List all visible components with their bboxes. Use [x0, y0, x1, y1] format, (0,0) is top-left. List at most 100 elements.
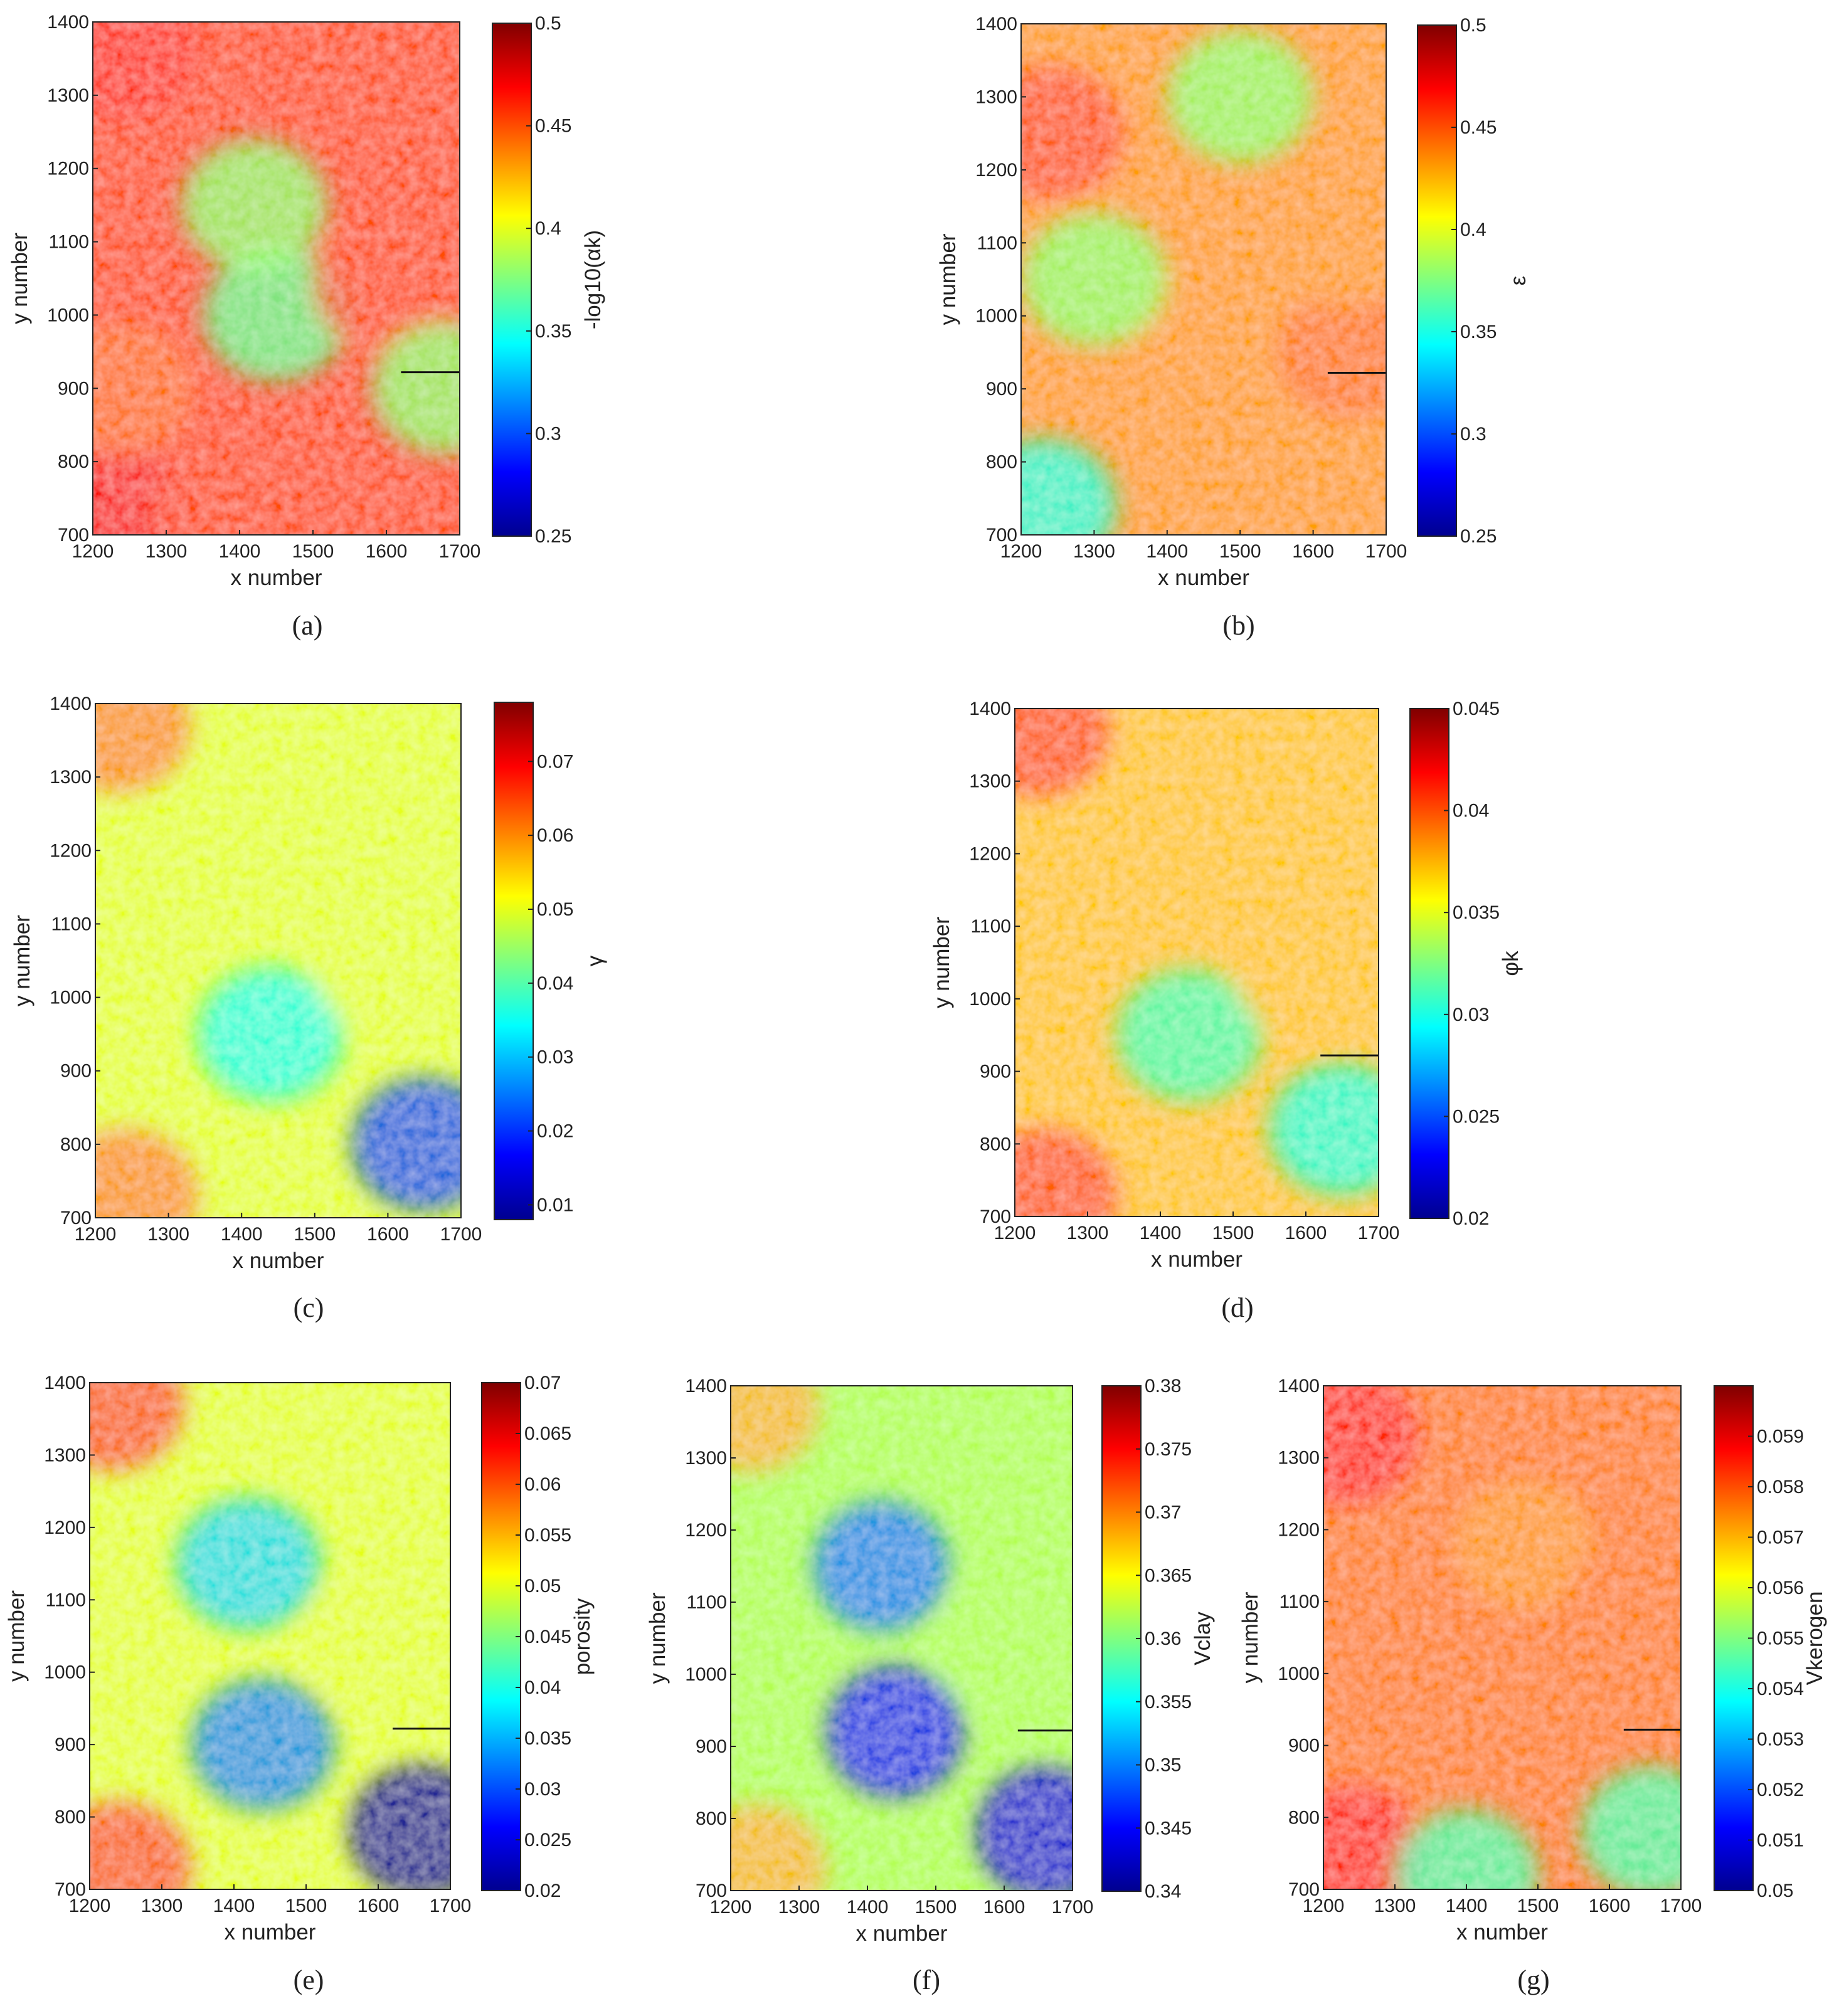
colorbar-tick-label: 0.05 — [1757, 1881, 1793, 1901]
colorbar-tick-label: 0.058 — [1757, 1477, 1804, 1497]
y-axis-label: y number — [4, 1590, 29, 1682]
x-tick-label: 1500 — [1219, 541, 1261, 562]
colorbar-label: -log10(αk) — [581, 230, 605, 329]
x-tick-label: 1200 — [1303, 1896, 1345, 1916]
heatmap-region-4 — [351, 1077, 461, 1211]
y-tick-label: 800 — [1288, 1807, 1320, 1828]
colorbar-tick-label: 0.3 — [535, 423, 561, 444]
x-tick-label: 1400 — [1446, 1896, 1488, 1916]
y-tick-label: 1400 — [969, 699, 1011, 719]
x-tick-label: 1300 — [1374, 1896, 1416, 1916]
colorbar-tick-label: 0.355 — [1145, 1692, 1192, 1713]
x-axis-label: x number — [225, 1920, 316, 1945]
y-tick-label: 1300 — [1278, 1448, 1320, 1469]
y-tick-label: 1400 — [50, 694, 92, 714]
y-tick-label: 800 — [60, 1134, 92, 1155]
heatmap-region-2 — [151, 446, 299, 535]
x-tick-label: 1300 — [1073, 541, 1115, 562]
heatmap-field — [95, 704, 461, 1218]
heatmap-region-3 — [191, 1679, 335, 1811]
y-tick-label: 900 — [986, 379, 1017, 399]
heatmap-region-2 — [1323, 1386, 1417, 1502]
y-tick-label: 1000 — [50, 988, 92, 1008]
panel-1: 1200 1300 1400 1500 1600 1700 700 800 900 1000 110… — [8, 12, 605, 641]
colorbar-tick-label: 0.3 — [1460, 424, 1486, 445]
x-tick-label: 1400 — [1140, 1223, 1182, 1243]
heatmap-region-1 — [90, 1802, 191, 1889]
colorbar-tick-label: 0.45 — [1460, 117, 1497, 138]
x-tick-label: 1300 — [1067, 1223, 1109, 1243]
y-tick-label: 1000 — [44, 1662, 86, 1683]
colorbar-label: Vclay — [1190, 1612, 1215, 1665]
y-tick-label: 900 — [60, 1061, 92, 1082]
colorbar-tick-label: 0.4 — [535, 218, 561, 239]
heatmap-texture — [1021, 24, 1386, 535]
colorbar-tick-label: 0.05 — [537, 899, 573, 920]
heatmap-region-3 — [826, 1666, 963, 1798]
colorbar — [1101, 1385, 1142, 1892]
x-tick-label: 1500 — [285, 1896, 327, 1916]
heatmap-region-7 — [313, 219, 460, 353]
heatmap-region-7 — [1566, 1536, 1681, 1667]
colorbar-tick-label: 0.055 — [1757, 1628, 1804, 1649]
colorbar-tick-label: 0.07 — [537, 751, 573, 772]
heatmap-texture — [731, 1386, 1073, 1891]
y-tick-label: 700 — [1288, 1879, 1320, 1900]
colorbar-tick-label: 0.07 — [524, 1373, 561, 1393]
colorbar-tick-label: 0.35 — [1145, 1755, 1181, 1776]
y-tick-label: 800 — [55, 1807, 86, 1828]
x-axis-label: x number — [1456, 1920, 1548, 1945]
colorbar-label: ε — [1506, 276, 1530, 286]
y-tick-label: 1300 — [969, 771, 1011, 792]
plot-frame — [1323, 1385, 1682, 1890]
colorbar-tick-label: 0.03 — [524, 1779, 561, 1800]
x-tick-label: 1400 — [219, 541, 261, 562]
y-axis-label: y number — [8, 233, 32, 324]
colorbar-tick-label: 0.065 — [524, 1423, 571, 1444]
y-axis-label: y number — [10, 915, 34, 1006]
y-tick-label: 800 — [986, 452, 1017, 473]
colorbar-tick-label: 0.25 — [1460, 526, 1497, 547]
y-tick-label: 1200 — [44, 1517, 86, 1538]
x-tick-label: 1200 — [75, 1224, 117, 1245]
x-tick-label: 1300 — [146, 541, 188, 562]
heatmap-region-7 — [1021, 213, 1167, 346]
x-tick-label: 1200 — [69, 1896, 111, 1916]
x-tick-label: 1400 — [1146, 541, 1188, 562]
x-tick-label: 1600 — [366, 541, 408, 562]
colorbar — [1417, 24, 1457, 537]
y-tick-label: 1000 — [47, 305, 89, 325]
colorbar-label: porosity — [570, 1598, 595, 1675]
heatmap-field — [731, 1386, 1073, 1891]
colorbar-label: γ — [583, 955, 607, 966]
heatmap-region-4 — [349, 1765, 450, 1889]
heatmap-region-6 — [1395, 1809, 1538, 1889]
x-tick-label: 1700 — [430, 1896, 472, 1916]
colorbar-tick-label: 0.025 — [1453, 1106, 1500, 1127]
colorbar-tick-label: 0.5 — [1460, 15, 1486, 36]
colorbar-tick-label: 0.36 — [1145, 1628, 1181, 1649]
colorbar-tick-label: 0.345 — [1145, 1818, 1192, 1839]
panel-caption: (c) — [294, 1292, 324, 1323]
colorbar-tick-label: 0.25 — [535, 526, 571, 547]
heatmap-region-4 — [977, 1767, 1073, 1891]
x-tick-label: 1300 — [147, 1224, 189, 1245]
y-tick-label: 1300 — [50, 767, 92, 788]
y-tick-label: 1300 — [47, 85, 89, 106]
y-tick-label: 1000 — [1278, 1664, 1320, 1684]
y-tick-label: 900 — [696, 1736, 727, 1757]
heatmap-field — [90, 1383, 450, 1889]
y-tick-label: 1100 — [977, 233, 1017, 253]
y-tick-label: 1200 — [969, 843, 1011, 864]
y-tick-label: 1100 — [970, 916, 1011, 937]
y-tick-label: 1400 — [44, 1373, 86, 1393]
panel-caption: (f) — [913, 1965, 940, 1995]
colorbar-tick-label: 0.06 — [537, 825, 573, 846]
plot-frame — [92, 21, 460, 536]
y-tick-label: 1100 — [48, 232, 89, 253]
x-tick-label: 1600 — [1285, 1223, 1327, 1243]
y-tick-label: 1000 — [975, 306, 1017, 327]
colorbar-tick-label: 0.052 — [1757, 1780, 1804, 1800]
heatmap-region-2 — [95, 704, 191, 793]
heatmap-region-5 — [314, 901, 461, 1035]
